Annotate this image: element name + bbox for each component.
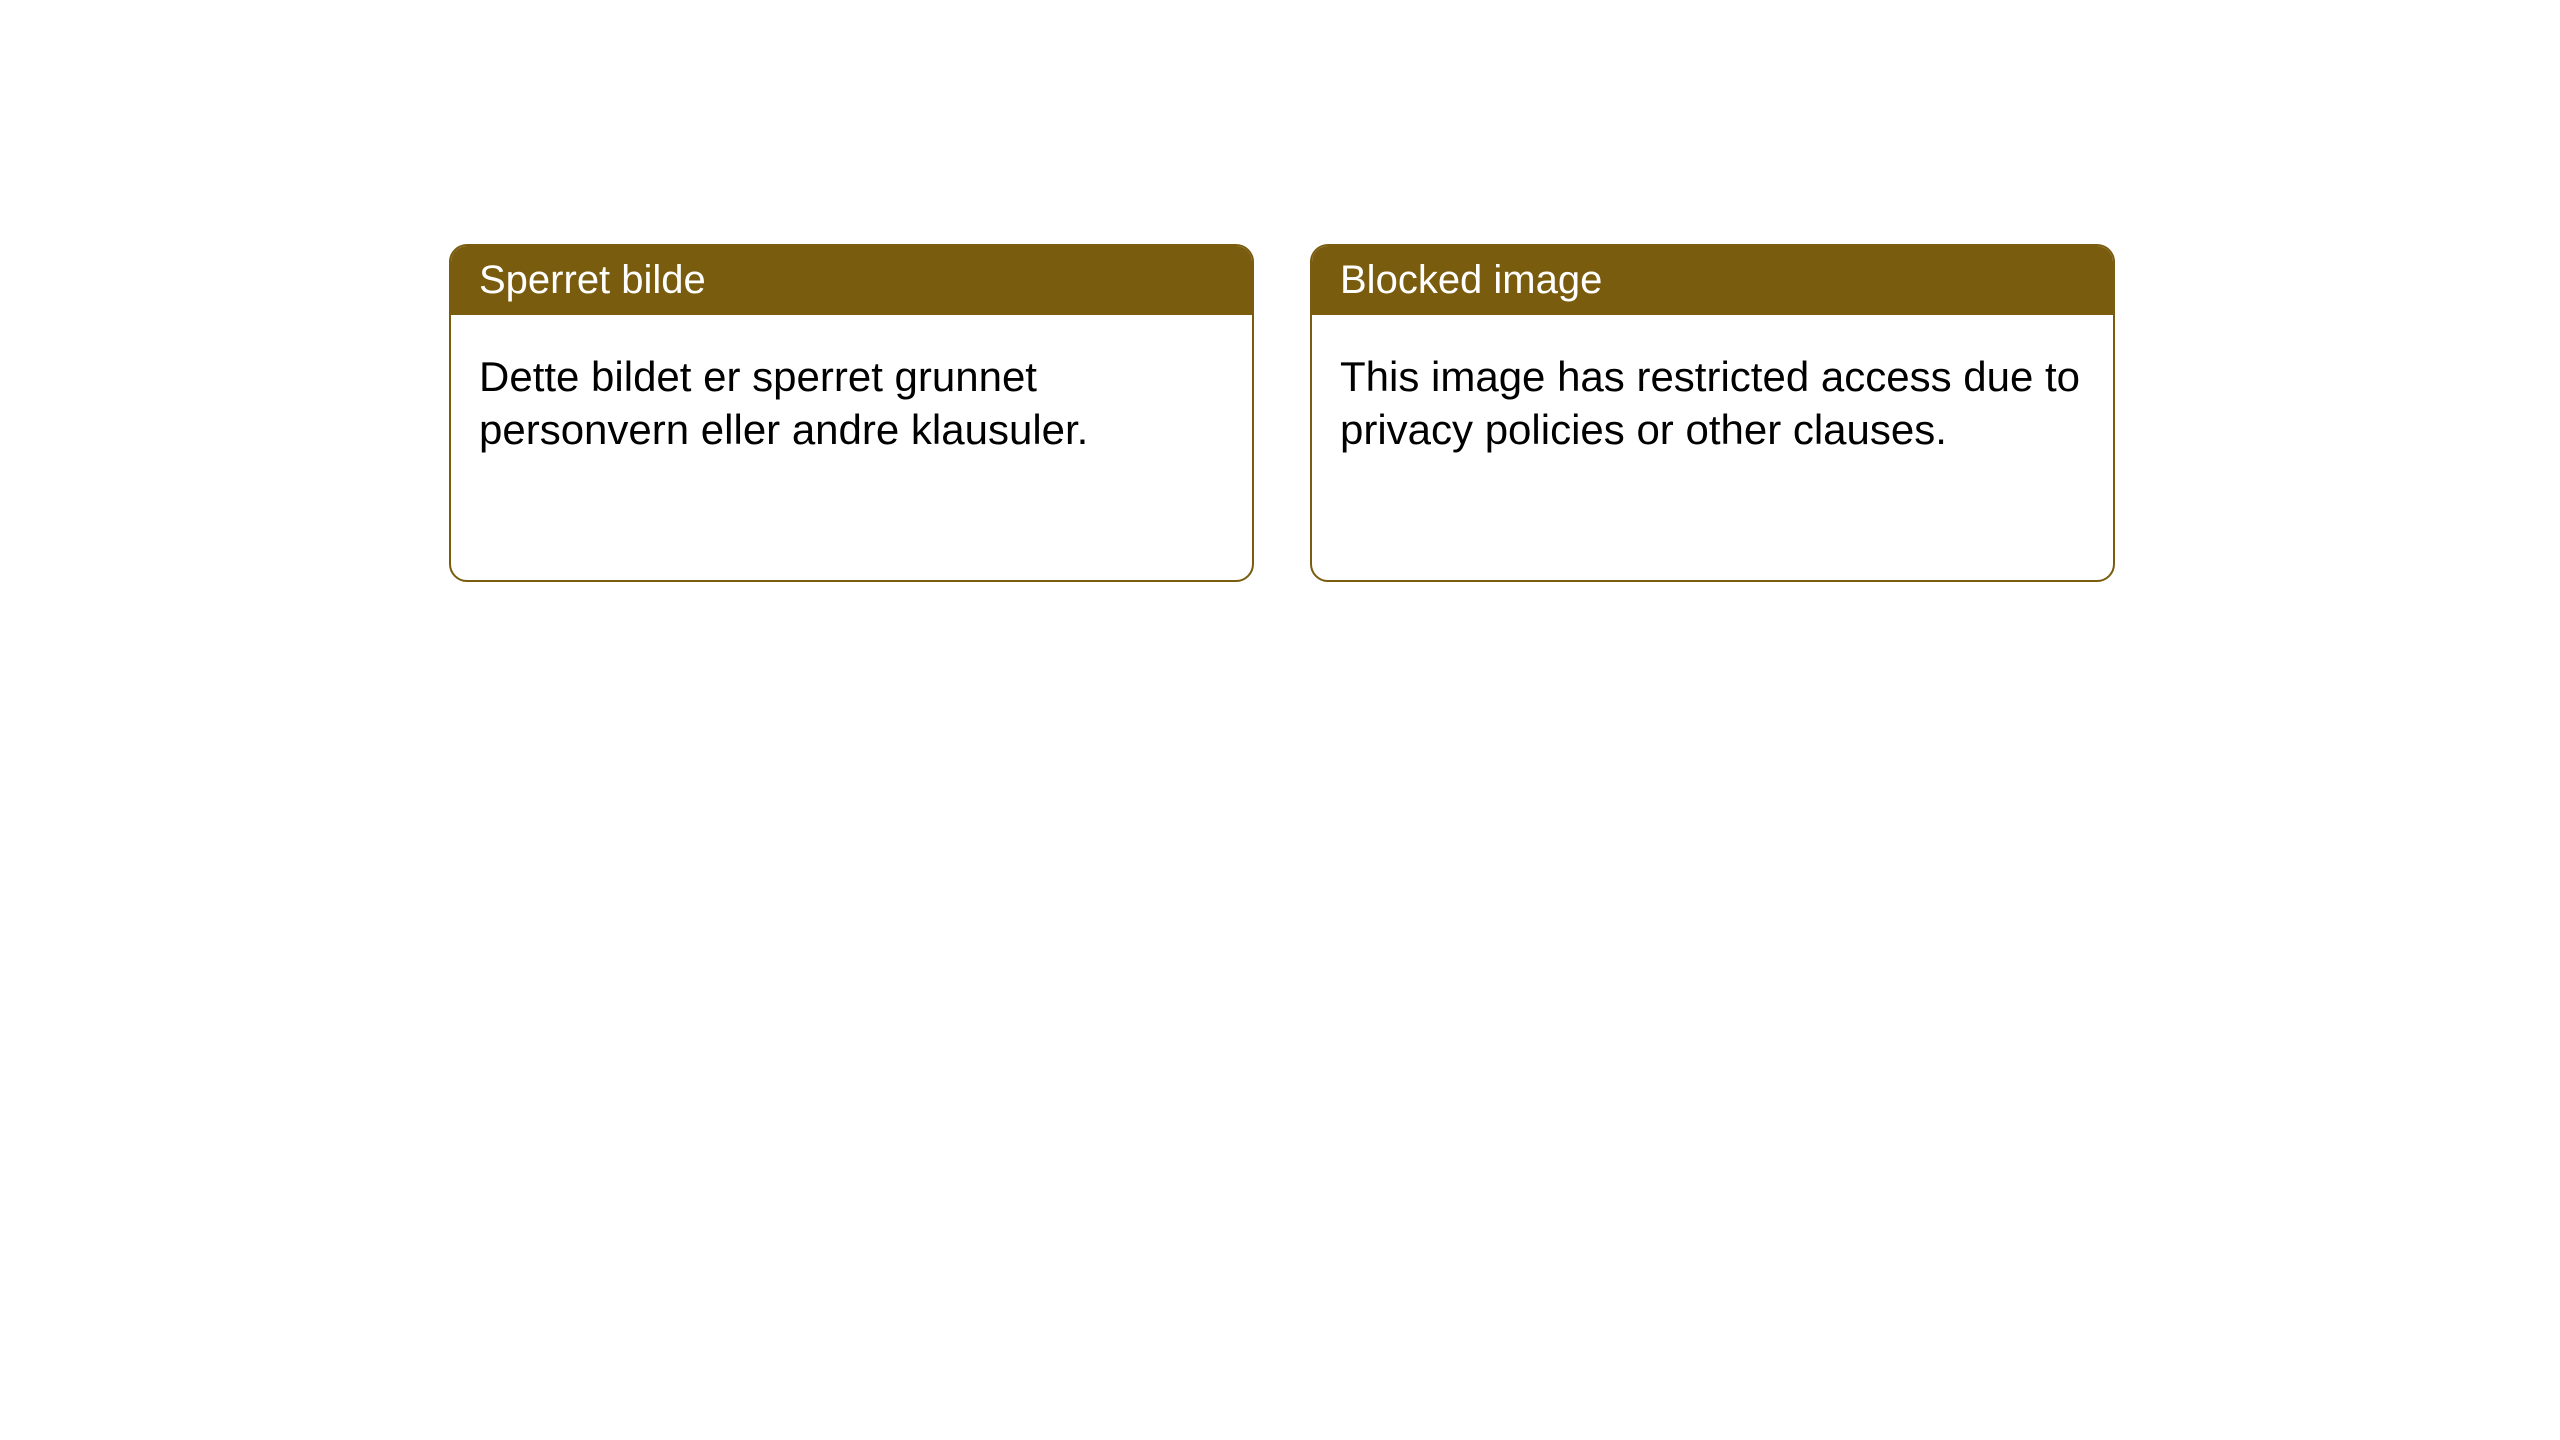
card-header: Sperret bilde [451,246,1252,315]
card-body-text: Dette bildet er sperret grunnet personve… [479,353,1088,453]
notice-row: Sperret bilde Dette bildet er sperret gr… [449,244,2115,582]
card-header: Blocked image [1312,246,2113,315]
card-header-text: Blocked image [1340,258,1602,302]
notice-card-english: Blocked image This image has restricted … [1310,244,2115,582]
card-body-text: This image has restricted access due to … [1340,353,2080,453]
card-body: This image has restricted access due to … [1312,315,2113,492]
card-header-text: Sperret bilde [479,258,706,302]
card-body: Dette bildet er sperret grunnet personve… [451,315,1252,492]
notice-card-norwegian: Sperret bilde Dette bildet er sperret gr… [449,244,1254,582]
